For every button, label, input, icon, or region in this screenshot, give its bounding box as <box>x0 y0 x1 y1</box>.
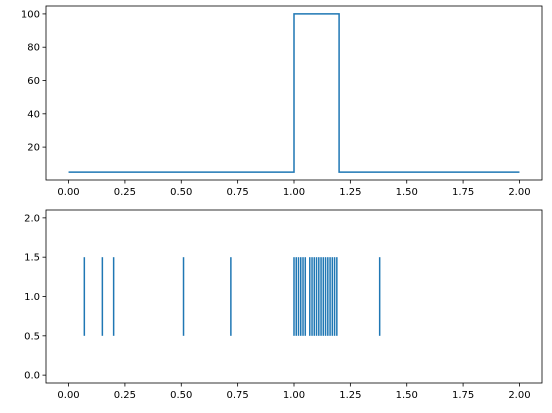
x-tick-label: 1.00 <box>283 187 305 198</box>
x-tick-label: 1.25 <box>339 187 361 198</box>
y-tick-label: 1.5 <box>24 253 40 264</box>
x-tick-label: 0.50 <box>170 390 192 401</box>
x-tick-label: 2.00 <box>508 187 530 198</box>
y-tick-label: 100 <box>21 9 40 20</box>
x-tick-label: 0.50 <box>170 187 192 198</box>
x-tick-label: 1.50 <box>396 390 418 401</box>
top-axes: 0.00 0.25 0.50 0.75 1.00 1.25 1.50 1.75 2.00 20 40… <box>21 5 543 198</box>
x-tick-label: 0.75 <box>227 187 249 198</box>
x-tick-label: 1.00 <box>283 390 305 401</box>
x-tick-label: 1.25 <box>339 390 361 401</box>
y-tick-label: 80 <box>27 43 40 54</box>
x-tick-label: 1.75 <box>452 187 474 198</box>
x-tick-label: 0.75 <box>227 390 249 401</box>
bottom-axes: 0.00 0.25 0.50 0.75 1.00 1.25 1.50 1.75 2.00 0.0 0… <box>24 209 543 401</box>
y-tick-label: 0.0 <box>24 371 40 382</box>
x-tick-label: 0.25 <box>114 390 136 401</box>
x-tick-label: 0.25 <box>114 187 136 198</box>
y-tick-label: 60 <box>27 76 40 87</box>
x-tick-label: 0.00 <box>57 390 79 401</box>
y-tick-label: 2.0 <box>24 213 40 224</box>
x-tick-label: 2.00 <box>508 390 530 401</box>
step-series-line <box>68 13 520 173</box>
y-tick-label: 0.5 <box>24 331 40 342</box>
y-tick-label: 20 <box>27 143 40 154</box>
x-tick-label: 1.75 <box>452 390 474 401</box>
y-tick-label: 40 <box>27 109 40 120</box>
x-tick-label: 0.00 <box>57 187 79 198</box>
x-tick-label: 1.50 <box>396 187 418 198</box>
y-tick-label: 1.0 <box>24 292 40 303</box>
